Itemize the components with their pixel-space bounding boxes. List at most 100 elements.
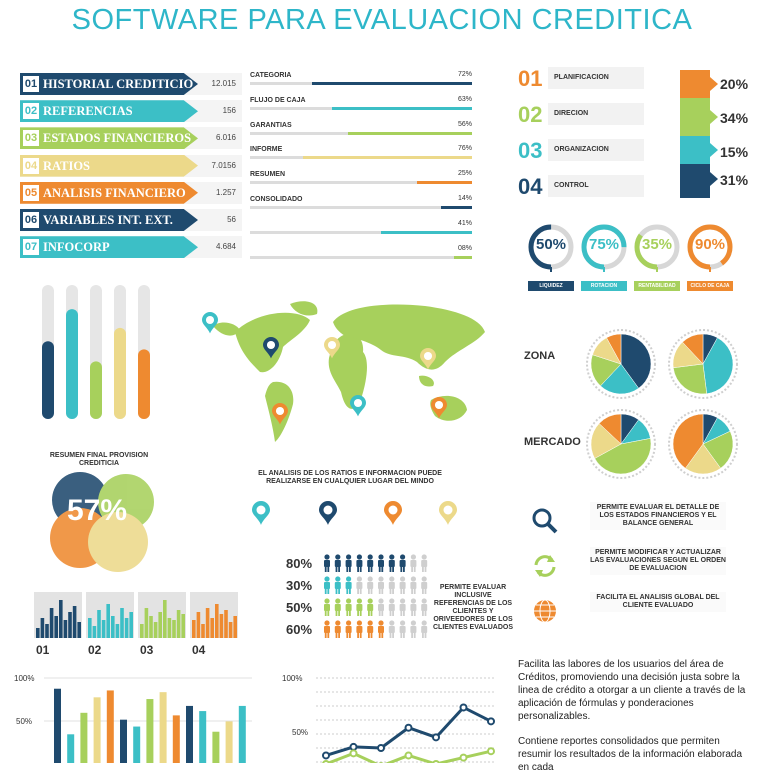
world-map	[213, 301, 485, 442]
person-icon	[378, 598, 384, 616]
person-icon	[410, 620, 417, 638]
mini-bar	[40, 618, 45, 638]
mini-bar	[149, 616, 153, 638]
person-icon	[345, 620, 352, 638]
mini-bar	[92, 626, 97, 638]
pie-slice	[682, 333, 704, 365]
ribbon-value: 1.257	[215, 187, 236, 197]
mini-bar	[111, 616, 115, 638]
person-icon	[388, 576, 395, 594]
person-icon	[356, 554, 363, 572]
mini-bar	[36, 628, 40, 638]
progress-label: CATEGORIA	[250, 72, 292, 79]
location-pin-icon	[252, 501, 270, 525]
stack-segment-navy	[680, 164, 710, 198]
tube-fill	[90, 361, 102, 419]
line-point	[349, 749, 358, 758]
stack-label: 15%	[720, 144, 749, 160]
bar	[212, 731, 220, 763]
mini-bar	[63, 620, 68, 638]
location-pin-icon	[439, 501, 457, 525]
ribbon-2: 02 REFERENCIAS	[20, 100, 198, 123]
mini-bar	[196, 612, 201, 638]
mini-bar	[45, 624, 49, 638]
ribbon-row: 01 HISTORIAL CREDITICIO 12.015	[20, 73, 242, 95]
progress-label: CONSOLIDADO	[250, 196, 303, 203]
person-icon	[334, 598, 341, 616]
venn-caption: RESUMEN FINAL PROVISION CREDITICIA	[49, 452, 149, 467]
planning-number: 03	[518, 138, 543, 163]
people-percent: 30%	[286, 578, 313, 593]
planning-label: ORGANIZACION	[548, 139, 644, 161]
people-caption: PERMITE EVALUAR INCLUSIVE REFERENCIAS DE…	[433, 584, 513, 631]
line-point	[322, 751, 330, 760]
progress-fill	[440, 206, 472, 209]
bar	[238, 705, 246, 763]
person-icon	[334, 576, 341, 594]
planning-number: 01	[518, 66, 543, 91]
mercado-pie-2	[668, 409, 738, 479]
bar-ytick: 50%	[16, 717, 32, 726]
person-icon	[421, 554, 428, 572]
pin-hole	[443, 505, 453, 515]
ribbon-1: 01 HISTORIAL CREDITICIO	[20, 73, 198, 95]
ring-label: ROTACION	[581, 281, 627, 291]
progress-value: 08%	[457, 244, 472, 252]
mini-bar	[140, 624, 144, 638]
progress-fill	[303, 156, 472, 160]
bar	[133, 726, 141, 763]
mini-bar	[228, 622, 233, 638]
pin-hole	[266, 340, 276, 350]
person-icon	[388, 598, 395, 616]
map-indonesia	[419, 375, 434, 387]
people-row	[324, 598, 428, 616]
bar	[67, 734, 75, 763]
progress-value: 72%	[457, 71, 472, 78]
progress-value: 56%	[457, 120, 472, 128]
bar	[106, 690, 114, 763]
person-icon	[345, 598, 352, 616]
progress-track	[250, 255, 472, 259]
ribbon-label: VARIABLES INT. EXT.	[43, 213, 173, 227]
mini-bar	[233, 616, 237, 638]
person-icon	[421, 576, 428, 594]
map-africa	[328, 333, 367, 409]
progress-track	[250, 230, 472, 234]
people-percent: 80%	[286, 556, 313, 571]
planning-number: 04	[518, 174, 543, 199]
pin-hole	[275, 406, 285, 416]
progress-track	[250, 156, 472, 160]
pie-border	[586, 329, 656, 399]
mini-bar	[205, 608, 210, 638]
mini-bar	[167, 618, 172, 638]
map-pin-icon	[431, 397, 447, 419]
map-pin-icon	[202, 312, 218, 334]
mini-bar	[144, 608, 149, 638]
pie-border	[668, 329, 738, 399]
stack-segment-orange	[680, 70, 710, 98]
ribbon-label: ESTADOS FINANCIEROS	[43, 131, 192, 146]
venn-value: 57%	[66, 494, 128, 527]
bar	[199, 711, 207, 763]
map-caption: EL ANALISIS DE LOS RATIOS E INFORMACION …	[258, 470, 442, 485]
person-icon	[388, 620, 395, 638]
feature-text: PERMITE MODIFICAR Y ACTUALIZAR LAS EVALU…	[590, 547, 726, 575]
person-icon	[421, 598, 428, 616]
ribbon-row: 06 VARIABLES INT. EXT. 56	[20, 209, 242, 231]
people-percent: 60%	[286, 622, 313, 637]
mini-bar	[192, 620, 196, 638]
progress-track	[250, 206, 472, 209]
pie-slice	[672, 363, 708, 395]
venn-diagram	[50, 472, 154, 572]
people-row	[324, 576, 428, 594]
person-icon	[334, 554, 341, 572]
person-icon	[334, 620, 341, 638]
pin-hole	[327, 340, 337, 350]
person-icon	[345, 576, 352, 594]
planning-number: 02	[518, 102, 543, 127]
refresh-icon	[534, 555, 556, 577]
person-icon	[356, 576, 363, 594]
ribbon-value: 12.015	[211, 79, 236, 88]
stack-label: 34%	[720, 110, 749, 126]
person-icon	[378, 554, 384, 572]
